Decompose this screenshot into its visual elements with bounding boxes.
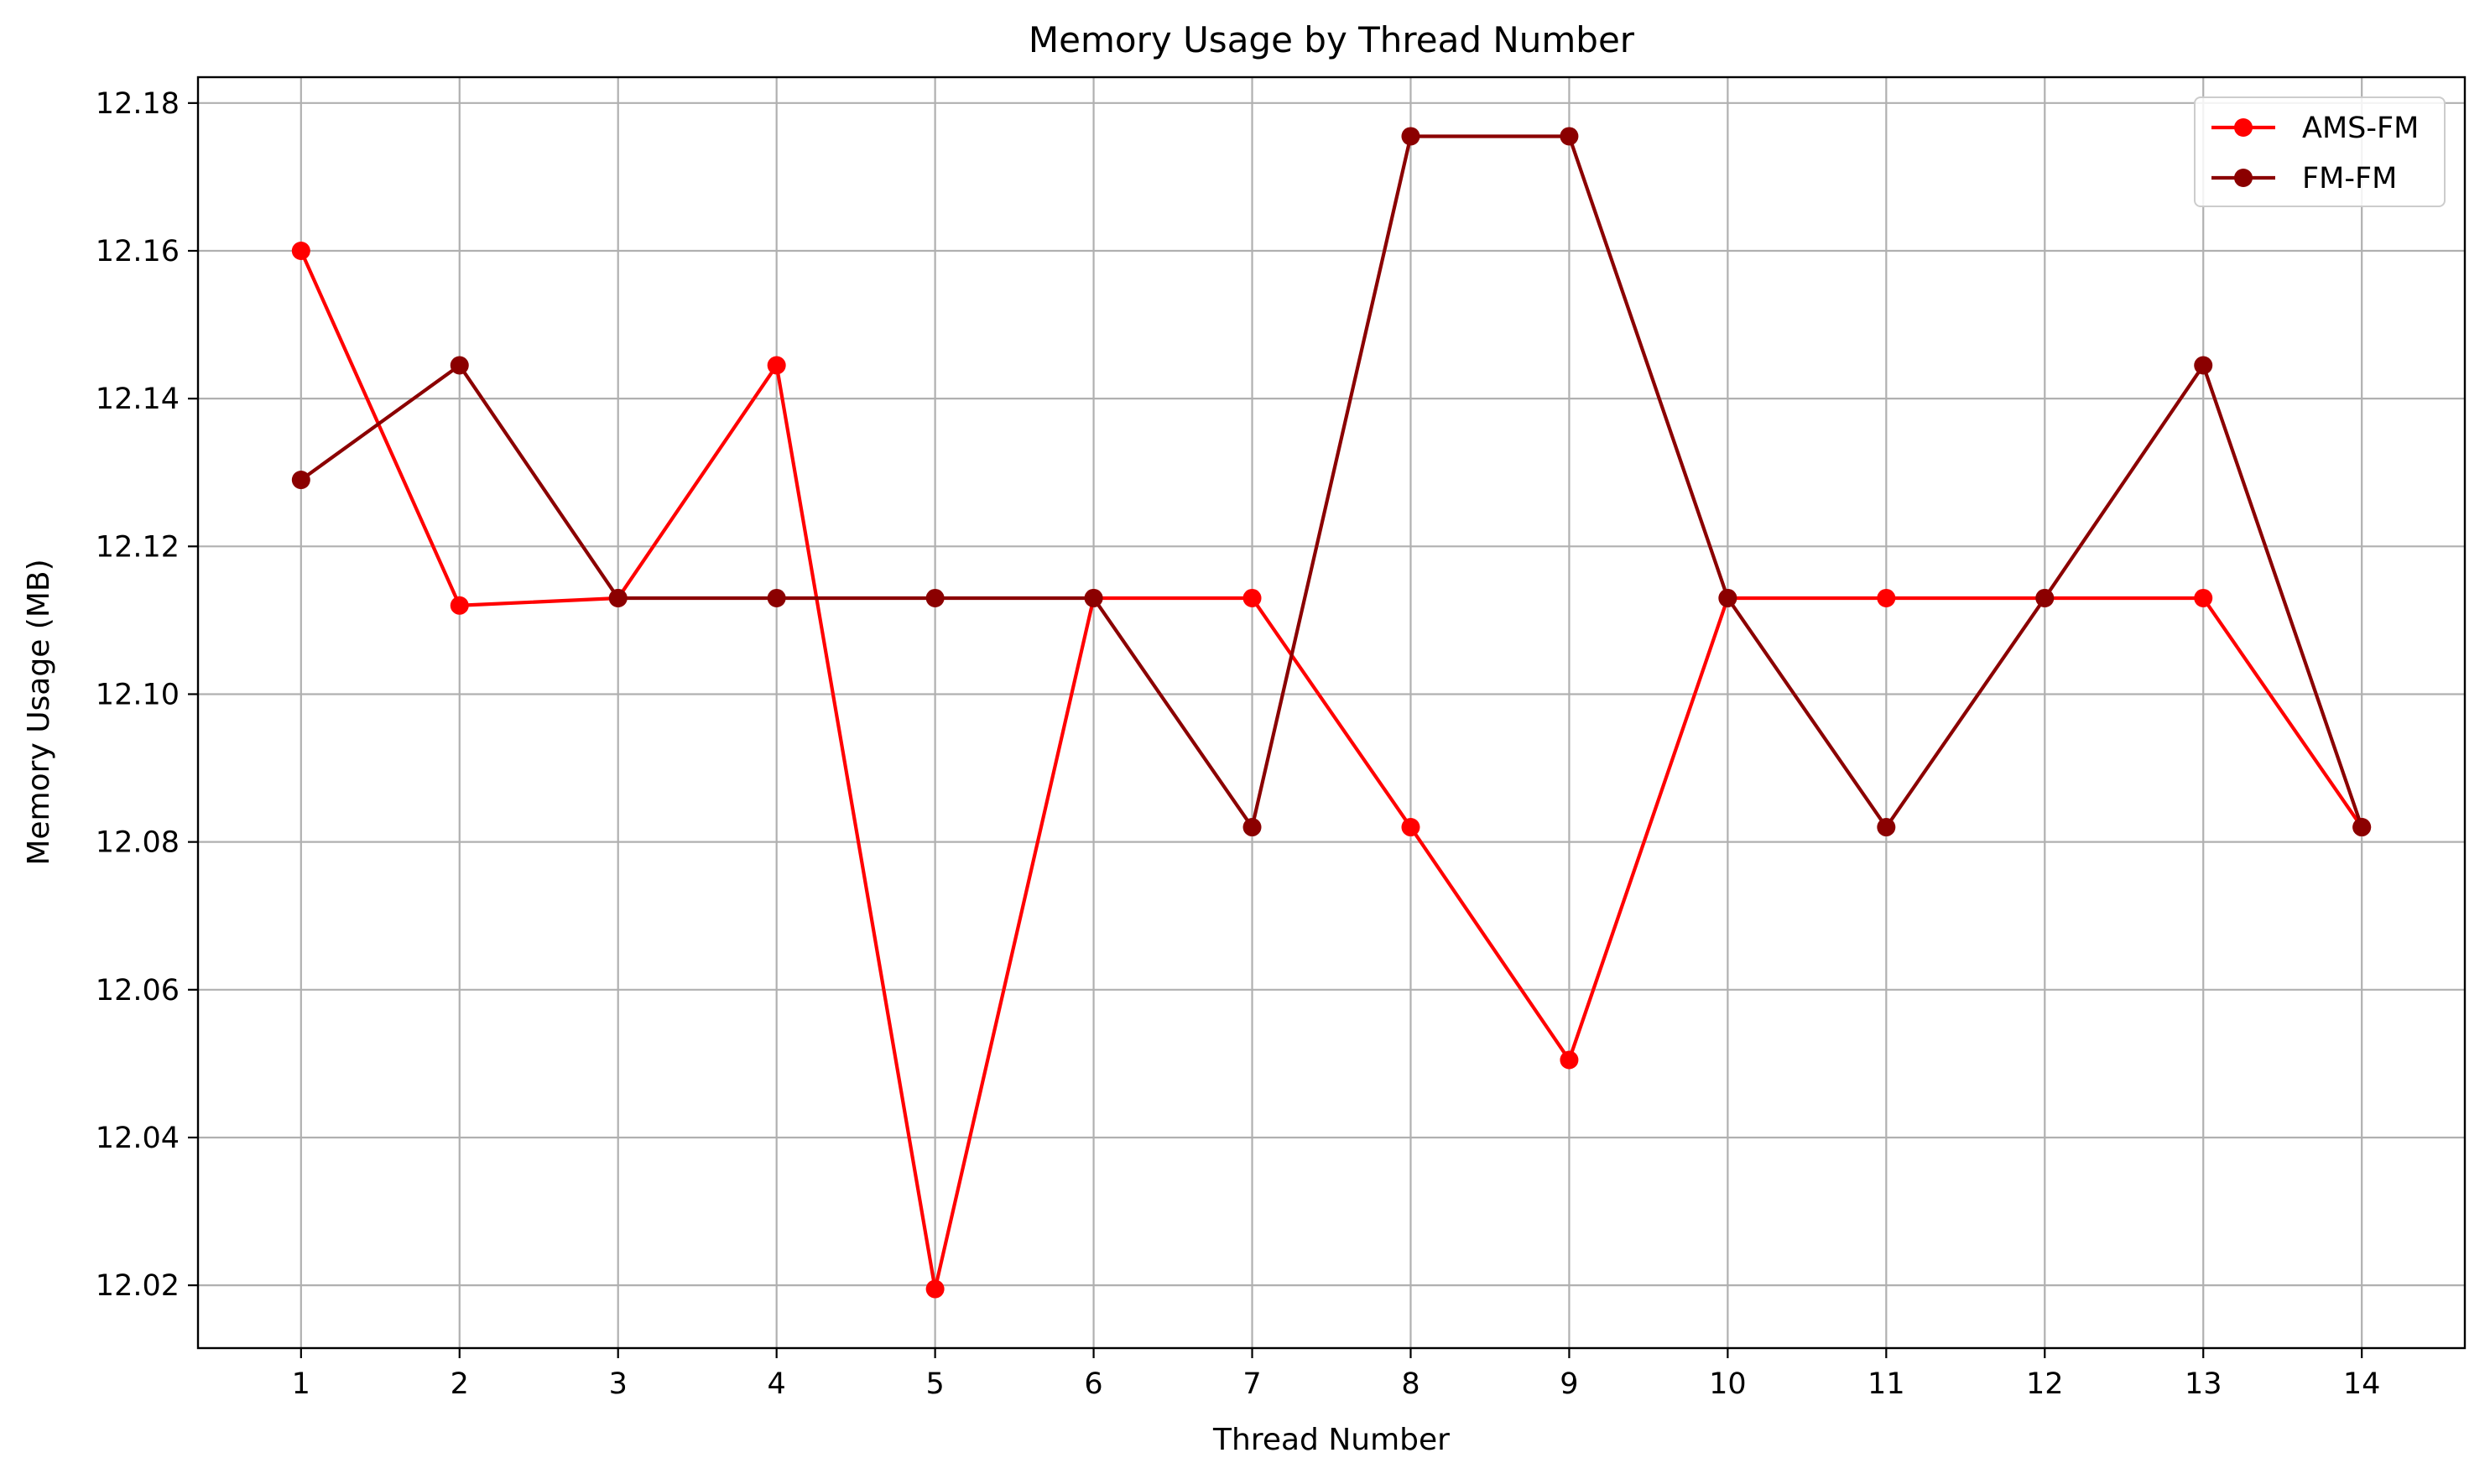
data-point-ams-fm (450, 596, 469, 615)
series-lines (291, 127, 2372, 1299)
x-tick-label: 1 (292, 1367, 310, 1401)
x-tick-label: 6 (1084, 1367, 1102, 1401)
series-line-ams-fm (299, 248, 2365, 1291)
legend-marker-ams-fm (2234, 118, 2253, 137)
series-line-fm-fm (298, 134, 2364, 830)
chart-title: Memory Usage by Thread Number (1029, 19, 1635, 60)
data-point-fm-fm (291, 471, 310, 490)
data-point-ams-fm (925, 1279, 945, 1299)
y-tick-label: 12.18 (96, 87, 180, 121)
data-point-ams-fm (767, 356, 786, 375)
y-tick-label: 12.12 (96, 530, 180, 564)
data-point-fm-fm (1242, 818, 1262, 837)
data-point-ams-fm (1560, 1050, 1579, 1070)
x-tick-label: 14 (2343, 1367, 2381, 1401)
y-axis-label: Memory Usage (MB) (22, 559, 56, 865)
y-tick-label: 12.02 (96, 1269, 180, 1303)
x-tick-label: 7 (1242, 1367, 1261, 1401)
data-point-fm-fm (608, 588, 628, 607)
legend-label-fm-fm: FM-FM (2302, 162, 2397, 195)
y-tick-label: 12.08 (96, 826, 180, 860)
y-axis-ticks: 12.02 12.04 12.06 12.08 12.10 12.12 12.14 12.16… (96, 87, 198, 1303)
y-tick-label: 12.04 (96, 1122, 180, 1155)
x-tick-label: 12 (2026, 1367, 2064, 1401)
data-point-fm-fm (925, 588, 945, 607)
y-tick-label: 12.14 (96, 383, 180, 416)
legend-label-ams-fm: AMS-FM (2302, 112, 2419, 145)
x-axis-label: Thread Number (1212, 1423, 1450, 1457)
data-point-fm-fm (1401, 127, 1420, 146)
data-point-fm-fm (2035, 588, 2055, 607)
data-point-ams-fm (1242, 588, 1262, 607)
plot-frame (196, 76, 2467, 1350)
data-point-fm-fm (767, 588, 786, 607)
x-tick-label: 2 (451, 1367, 469, 1401)
y-tick-label: 12.16 (96, 235, 180, 268)
data-point-ams-fm (2194, 588, 2213, 607)
data-point-fm-fm (1084, 588, 1103, 607)
x-tick-label: 4 (768, 1367, 786, 1401)
y-tick-label: 12.10 (96, 678, 180, 711)
x-axis-ticks: 1 2 3 4 5 6 7 8 9 10 11 12 13 14 (292, 1348, 2381, 1401)
plot-axes (196, 76, 2467, 1350)
y-tick-label: 12.06 (96, 974, 180, 1008)
x-tick-label: 5 (925, 1367, 944, 1401)
data-point-fm-fm (1560, 127, 1579, 146)
data-point-ams-fm (1877, 588, 1896, 607)
x-tick-label: 8 (1401, 1367, 1420, 1401)
data-point-fm-fm (1877, 818, 1896, 837)
x-tick-label: 3 (609, 1367, 628, 1401)
data-point-fm-fm (2194, 356, 2213, 375)
data-point-fm-fm (450, 356, 469, 375)
data-point-fm-fm (2352, 818, 2372, 837)
legend: AMS-FM FM-FM (2194, 96, 2446, 207)
legend-marker-fm-fm (2234, 169, 2253, 187)
data-point-ams-fm (291, 241, 310, 260)
x-tick-label: 11 (1868, 1367, 1905, 1401)
x-tick-label: 10 (1709, 1367, 1747, 1401)
grid-lines (198, 77, 2465, 1348)
x-tick-label: 9 (1560, 1367, 1578, 1401)
data-point-ams-fm (1401, 818, 1420, 837)
x-tick-label: 13 (2185, 1367, 2222, 1401)
data-point-fm-fm (1718, 588, 1737, 607)
